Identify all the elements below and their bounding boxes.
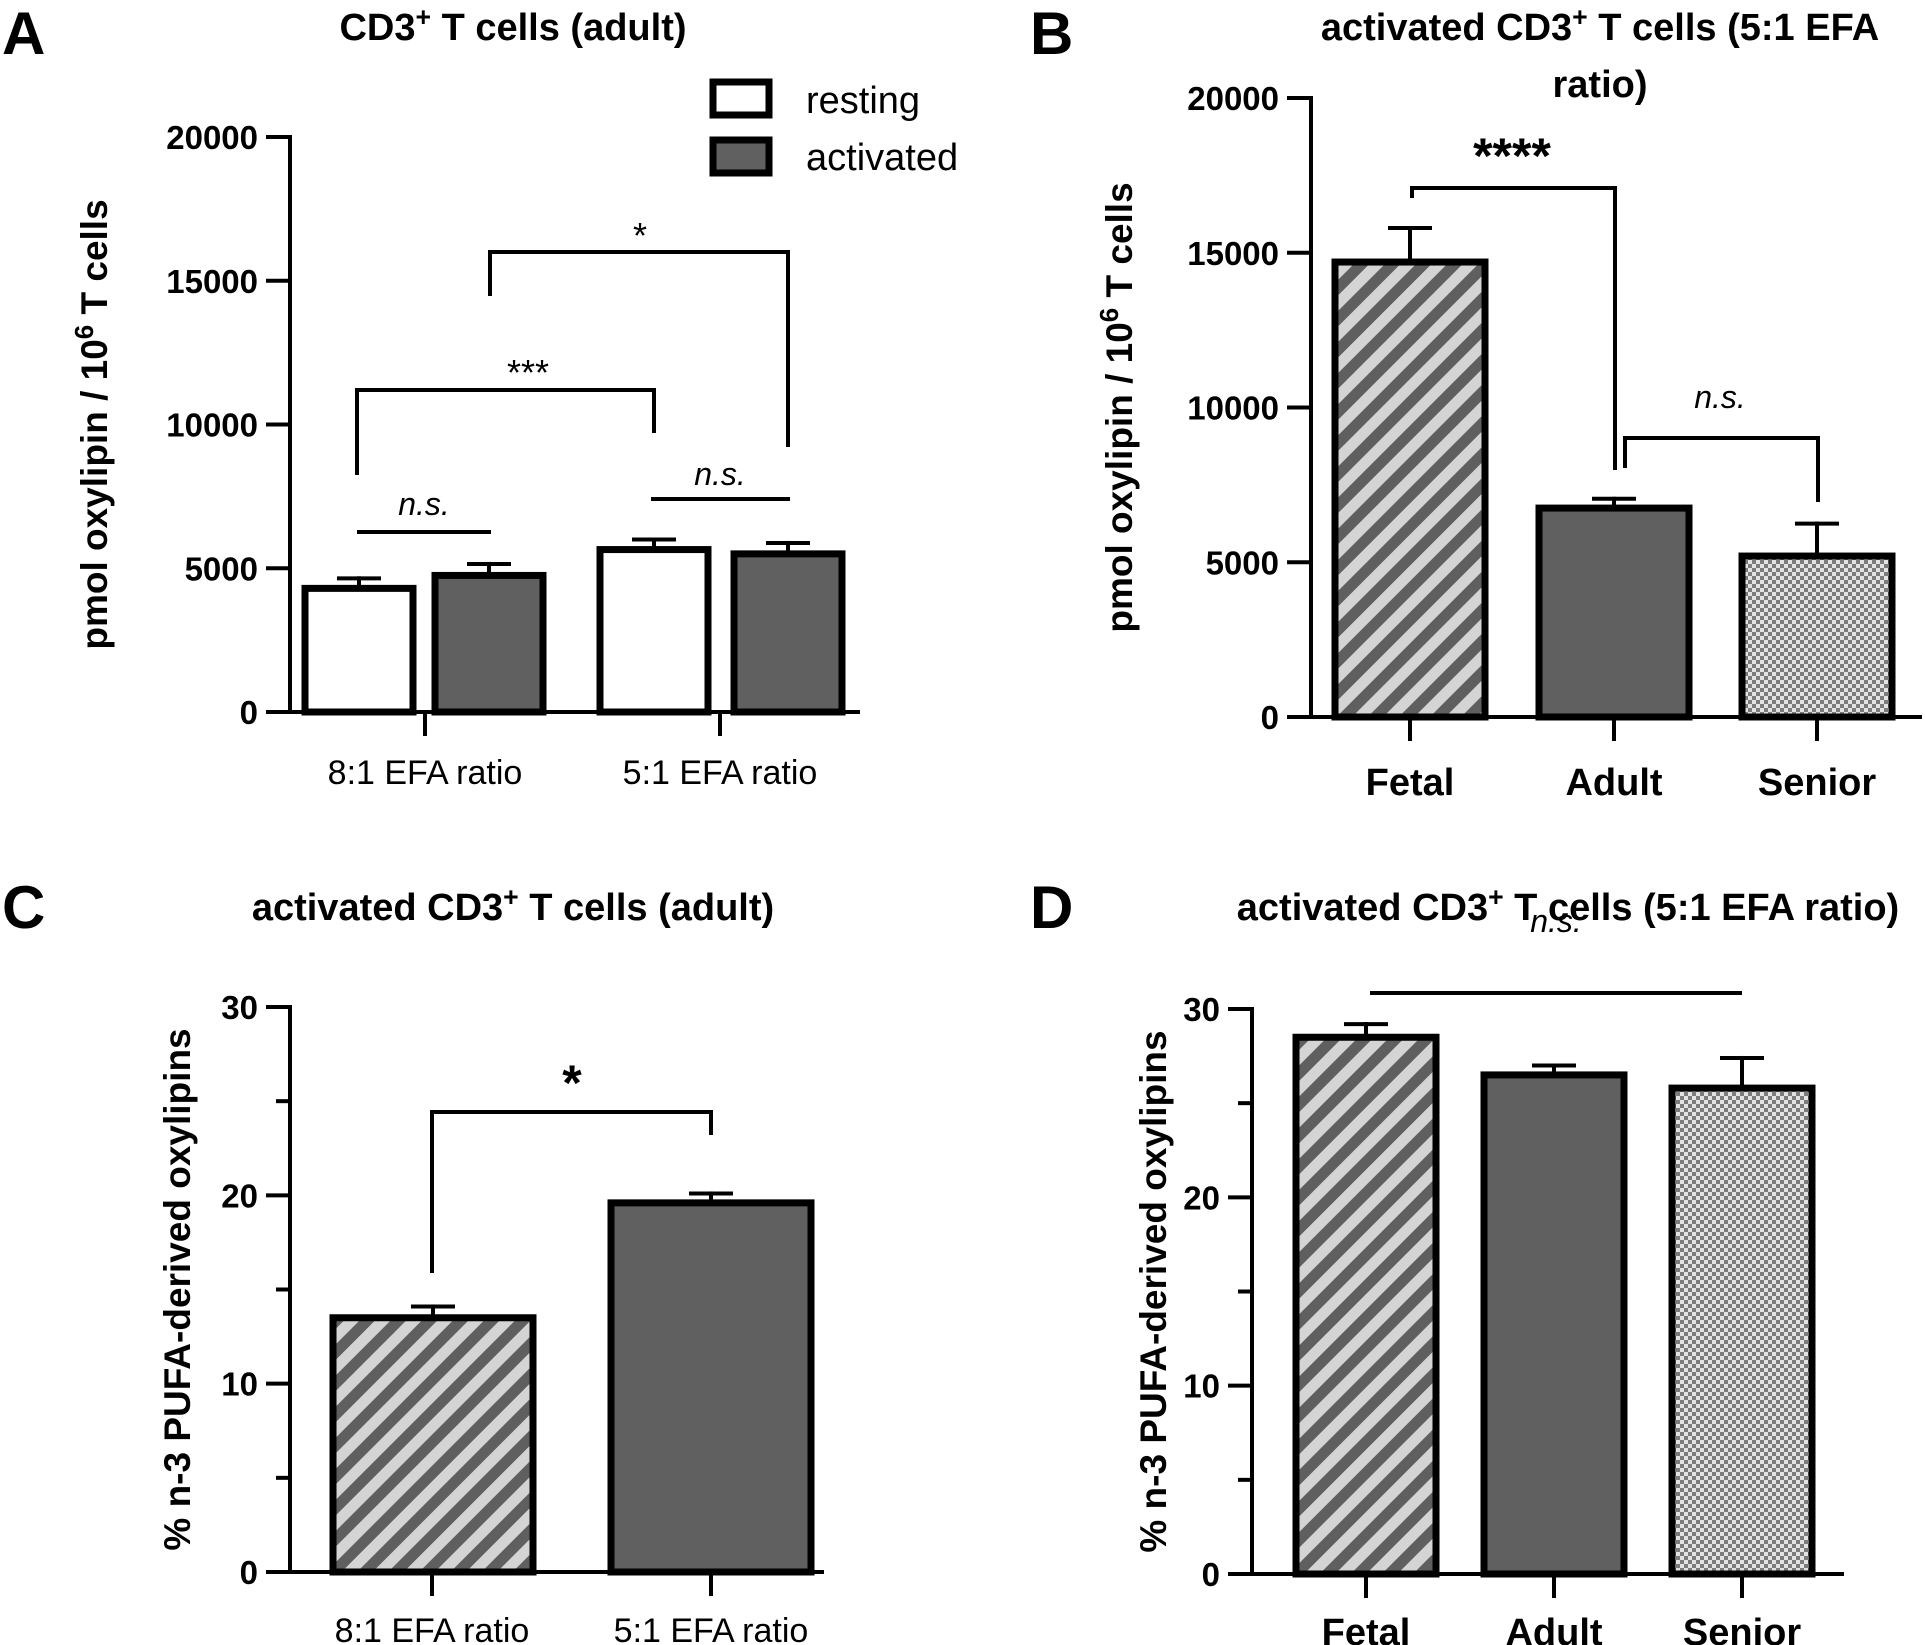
chart-title: activated CD3+ T cells (adult) xyxy=(252,882,774,929)
sig-label: n.s. xyxy=(1530,903,1582,939)
bar-fetal xyxy=(1331,258,1489,721)
legend-swatch-resting xyxy=(709,78,773,119)
x-tick-label: Fetal xyxy=(1366,762,1455,804)
y-axis-label: pmol oxylipin / 106 T cells xyxy=(71,199,115,649)
bar-adult xyxy=(1535,504,1693,721)
sig-label-ns-8to1: n.s. xyxy=(398,486,450,522)
legend-label-activated: activated xyxy=(806,137,958,179)
y-tick-label: 5000 xyxy=(185,550,258,587)
bar-8to1 xyxy=(329,1314,537,1576)
panel-C: C 0 10 20 30 % n-3 PUFA-derived oxylipins 8:1 … xyxy=(2,874,824,1645)
bar-senior xyxy=(1738,552,1896,721)
sig-bracket-activated xyxy=(488,250,790,447)
chart-title-line2: ratio) xyxy=(1553,64,1648,106)
y-tick-label: 0 xyxy=(1202,1556,1220,1593)
y-tick-label: 10 xyxy=(221,1366,258,1403)
y-tick-label: 0 xyxy=(240,1554,258,1591)
y-tick-label: 20000 xyxy=(166,119,258,156)
y-tick-label: 20 xyxy=(1183,1179,1220,1216)
panel-B: B 0 5000 10000 15000 20000 pmol oxylipin / 106… xyxy=(1030,0,1922,804)
y-tick-label: 30 xyxy=(1183,991,1220,1028)
sig-label-activated: * xyxy=(633,215,647,256)
sig-bracket-resting xyxy=(355,388,656,475)
x-tick-label: 5:1 EFA ratio xyxy=(623,754,818,792)
panel-letter-B: B xyxy=(1030,0,1073,67)
panel-A: A 0 5000 10000 15000 20000 pmol oxylipin / 106… xyxy=(2,0,958,792)
x-tick-label: Fetal xyxy=(1322,1612,1411,1645)
legend-label-resting: resting xyxy=(806,80,920,122)
sig-label-adult-senior: n.s. xyxy=(1694,379,1746,415)
y-tick-label: 0 xyxy=(1261,699,1279,736)
sig-bracket-fetal-adult xyxy=(1410,186,1617,470)
chart-title: activated CD3+ T cells (5:1 EFA ratio) xyxy=(1237,882,1899,929)
x-tick-label: Senior xyxy=(1683,1612,1801,1645)
y-tick-label: 20 xyxy=(221,1177,258,1214)
bar-5to1-resting xyxy=(596,546,712,716)
y-tick-label: 20000 xyxy=(1187,80,1279,117)
y-tick-label: 30 xyxy=(221,989,258,1026)
x-tick-label: Adult xyxy=(1565,762,1662,804)
y-tick-label: 15000 xyxy=(1187,235,1279,272)
panel-D: D 0 10 20 30% n-3 PUFA-derived oxylipins Feta… xyxy=(1030,874,1899,1645)
bar-8to1-resting xyxy=(301,584,417,716)
bar-fetal xyxy=(1292,1033,1440,1578)
y-tick-label: 10000 xyxy=(1187,390,1279,427)
panel-letter-D: D xyxy=(1030,874,1073,941)
sig-label-resting: *** xyxy=(507,352,549,393)
y-axis-label: pmol oxylipin / 106 T cells xyxy=(1096,182,1140,632)
sig-label-fetal-adult: **** xyxy=(1473,128,1551,184)
legend-swatch-activated xyxy=(709,136,773,177)
y-tick-label: 5000 xyxy=(1206,544,1279,581)
sig-label-ns-5to1: n.s. xyxy=(694,456,746,492)
bar-8to1-activated xyxy=(431,571,547,716)
y-tick-label: 0 xyxy=(240,694,258,731)
x-tick-label: 8:1 EFA ratio xyxy=(335,1612,530,1645)
bar-senior xyxy=(1668,1084,1816,1578)
panel-letter-A: A xyxy=(2,0,45,67)
panel-letter-C: C xyxy=(2,874,45,941)
bar-5to1-activated xyxy=(730,550,846,716)
bar-adult xyxy=(1480,1071,1628,1578)
x-tick-label: Adult xyxy=(1505,1612,1602,1645)
x-tick-label: 5:1 EFA ratio xyxy=(614,1612,809,1645)
chart-title: CD3+ T cells (adult) xyxy=(339,2,686,49)
chart-title-line1: activated CD3+ T cells (5:1 EFA xyxy=(1321,2,1879,49)
sig-bracket xyxy=(430,1110,713,1273)
x-tick-label: 8:1 EFA ratio xyxy=(328,754,523,792)
y-axis-label: % n-3 PUFA-derived oxylipins xyxy=(157,1028,198,1550)
sig-label: * xyxy=(562,1055,582,1111)
x-tick-label: Senior xyxy=(1758,762,1876,804)
y-tick-label: 10000 xyxy=(166,407,258,444)
sig-bracket-adult-senior xyxy=(1623,436,1820,502)
y-axis-label: % n-3 PUFA-derived oxylipins xyxy=(1133,1030,1174,1552)
y-tick-label: 15000 xyxy=(166,263,258,300)
bar-5to1 xyxy=(607,1199,815,1576)
y-tick-label: 10 xyxy=(1183,1368,1220,1405)
